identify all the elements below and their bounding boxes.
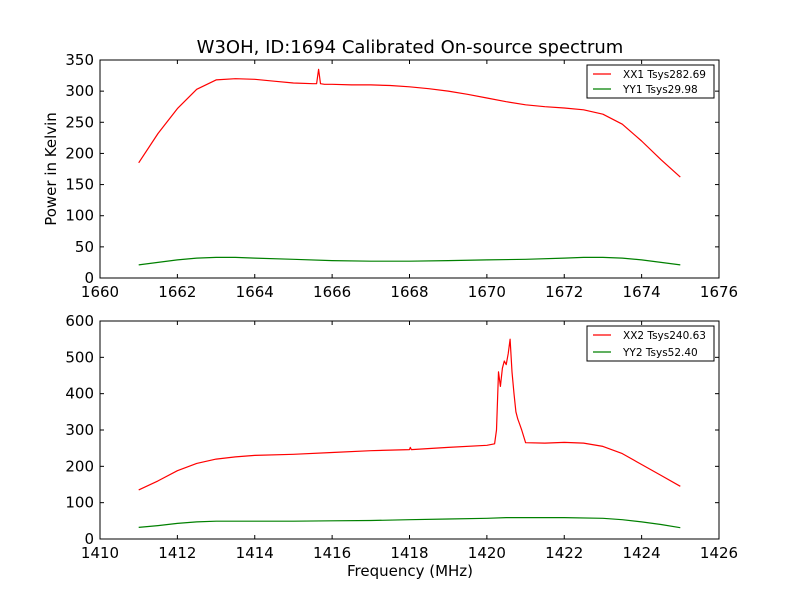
series-line-2 — [138, 516, 681, 529]
bottom-chart: 1410 1412 1414 1416 1418 1420 1422 1424 1426 0 100… — [65, 312, 738, 580]
legend-label-xx2: XX2 Tsys240.63 — [623, 330, 706, 342]
y-tick-label: 200 — [65, 144, 94, 162]
y-tick-label: 500 — [65, 348, 94, 366]
y-tick-label: 100 — [65, 494, 94, 512]
y-tick-label: 100 — [65, 207, 94, 225]
y-tick-label: 250 — [65, 113, 94, 131]
y-tick-label: 150 — [65, 176, 94, 194]
y-tick-label: 50 — [75, 238, 94, 256]
x-tick-label: 1674 — [623, 283, 661, 301]
plot-area — [138, 338, 681, 529]
plot-area — [138, 68, 681, 266]
x-tick-label: 1410 — [81, 544, 119, 562]
legend: XX2 Tsys240.63 YY2 Tsys52.40 — [586, 325, 715, 362]
legend: XX1 Tsys282.69 YY1 Tsys29.98 — [586, 64, 715, 99]
x-tick-label: 1420 — [468, 544, 506, 562]
legend-box — [586, 325, 715, 362]
y-tick-label: 0 — [84, 269, 94, 287]
legend-label-xx1: XX1 Tsys282.69 — [623, 69, 706, 81]
y-tick-label: 200 — [65, 457, 94, 475]
x-tick-label: 1414 — [236, 544, 274, 562]
axis-ticks: 1660 1662 1664 1666 1668 1670 1672 1674 1676 0 50 1… — [65, 51, 738, 301]
x-tick-label: 1666 — [313, 283, 351, 301]
x-axis-label: Frequency (MHz) — [347, 562, 473, 580]
x-tick-label: 1426 — [700, 544, 738, 562]
series-line-2 — [138, 256, 681, 266]
y-tick-label: 600 — [65, 312, 94, 330]
x-tick-label: 1412 — [158, 544, 196, 562]
x-tick-label: 1670 — [468, 283, 506, 301]
axis-ticks: 1410 1412 1414 1416 1418 1420 1422 1424 1426 0 100… — [65, 312, 738, 562]
legend-label-yy1: YY1 Tsys29.98 — [622, 84, 698, 96]
x-tick-label: 1424 — [623, 544, 661, 562]
y-tick-label: 350 — [65, 51, 94, 69]
y-tick-label: 400 — [65, 385, 94, 403]
x-tick-label: 1676 — [700, 283, 738, 301]
x-tick-label: 1660 — [81, 283, 119, 301]
x-tick-label: 1418 — [390, 544, 428, 562]
series-line-1 — [138, 338, 681, 491]
x-tick-label: 1662 — [158, 283, 196, 301]
y-tick-label: 300 — [65, 82, 94, 100]
chart-title: W3OH, ID:1694 Calibrated On-source spect… — [197, 37, 624, 58]
x-tick-label: 1672 — [545, 283, 583, 301]
x-tick-label: 1664 — [236, 283, 274, 301]
x-tick-label: 1416 — [313, 544, 351, 562]
x-tick-label: 1668 — [390, 283, 428, 301]
y-axis-label: Power in Kelvin — [42, 112, 60, 226]
legend-label-yy2: YY2 Tsys52.40 — [622, 347, 698, 359]
top-chart: W3OH, ID:1694 Calibrated On-source spect… — [42, 37, 738, 301]
legend-box — [586, 64, 715, 99]
y-tick-label: 300 — [65, 421, 94, 439]
series-line-1 — [138, 68, 681, 178]
y-tick-label: 0 — [84, 530, 94, 548]
x-tick-label: 1422 — [545, 544, 583, 562]
